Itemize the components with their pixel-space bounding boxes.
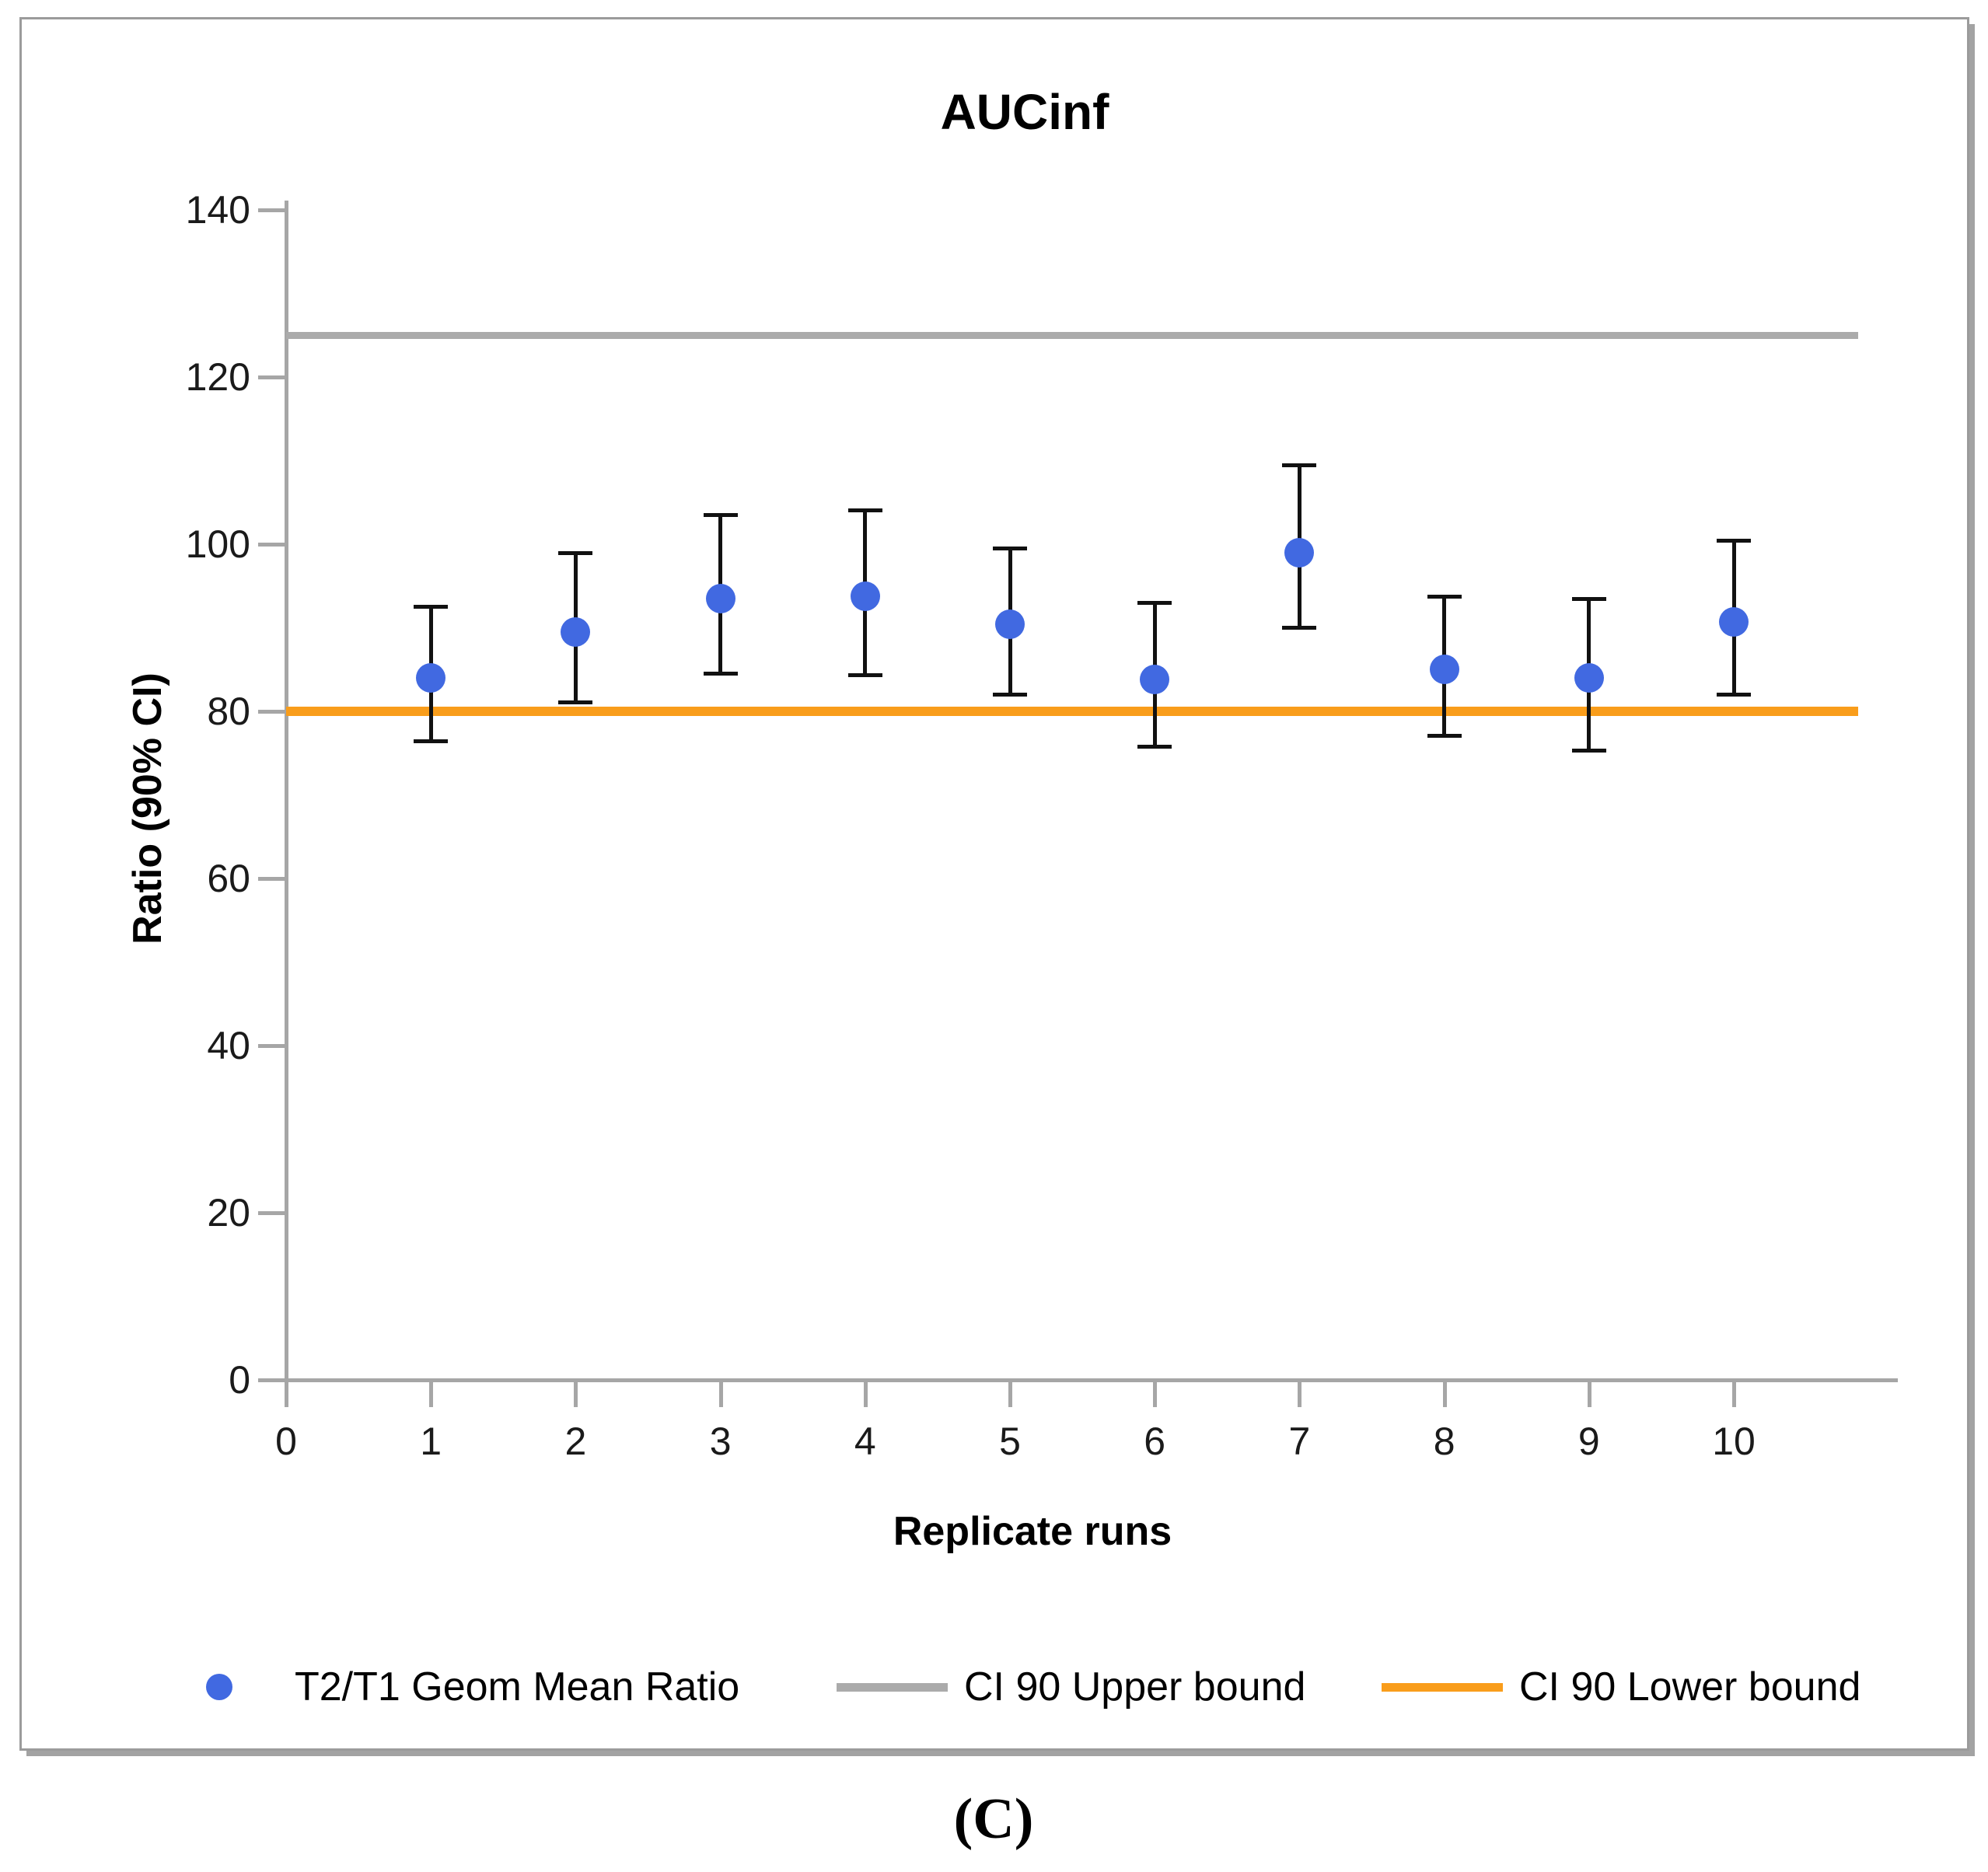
y-tick-label: 100 xyxy=(185,522,250,566)
data-point xyxy=(850,581,880,611)
x-tick-mark xyxy=(1587,1382,1591,1407)
error-bar-cap-top xyxy=(703,513,738,518)
y-tick-label: 0 xyxy=(229,1358,250,1402)
legend-label-geom-mean-ratio: T2/T1 Geom Mean Ratio xyxy=(295,1664,740,1710)
data-point xyxy=(705,583,735,613)
legend-marker-ci-lower xyxy=(1382,1683,1503,1692)
x-tick-label: 0 xyxy=(275,1420,297,1463)
x-tick-mark xyxy=(1732,1382,1736,1407)
error-bar-cap-bottom xyxy=(414,739,449,743)
legend-label-ci-upper: CI 90 Upper bound xyxy=(964,1664,1306,1710)
data-point xyxy=(1429,655,1459,685)
ci-upper-bound-line xyxy=(286,331,1859,339)
data-point xyxy=(1140,665,1170,695)
error-bar-cap-bottom xyxy=(1571,748,1606,753)
y-tick-label: 20 xyxy=(207,1191,250,1235)
y-tick-mark xyxy=(258,1378,285,1382)
error-bar-cap-bottom xyxy=(847,672,882,677)
y-tick-mark xyxy=(258,1211,285,1215)
x-tick-mark xyxy=(285,1382,288,1407)
x-tick-mark xyxy=(1008,1382,1012,1407)
y-tick-label: 80 xyxy=(207,690,250,733)
error-bar-cap-bottom xyxy=(993,692,1027,697)
x-tick-label: 2 xyxy=(564,1420,587,1463)
x-tick-mark xyxy=(1298,1382,1302,1407)
x-tick-label: 7 xyxy=(1288,1420,1311,1463)
x-tick-mark xyxy=(718,1382,723,1407)
legend-marker-ci-upper xyxy=(837,1683,948,1692)
y-tick-label: 60 xyxy=(207,857,250,900)
y-tick-label: 120 xyxy=(185,355,250,399)
x-tick-mark xyxy=(1442,1382,1447,1407)
x-tick-label: 5 xyxy=(999,1420,1021,1463)
error-bar-cap-top xyxy=(1427,594,1462,599)
error-bar-cap-top xyxy=(847,508,882,512)
y-axis-line xyxy=(285,201,288,1384)
x-tick-label: 3 xyxy=(709,1420,732,1463)
error-bar-cap-bottom xyxy=(703,671,738,676)
data-point xyxy=(995,609,1025,640)
x-tick-mark xyxy=(1153,1382,1158,1407)
data-point xyxy=(416,663,446,693)
y-tick-mark xyxy=(258,710,285,714)
y-tick-mark xyxy=(258,877,285,881)
y-tick-label: 140 xyxy=(185,188,250,232)
x-tick-mark xyxy=(863,1382,868,1407)
x-axis-title: Replicate runs xyxy=(893,1509,1172,1554)
y-tick-mark xyxy=(258,1044,285,1048)
y-tick-mark xyxy=(258,208,285,212)
x-tick-label: 6 xyxy=(1144,1420,1166,1463)
y-tick-label: 40 xyxy=(207,1024,250,1067)
legend-marker-geom-mean-ratio xyxy=(206,1674,232,1700)
chart-title: AUCinf xyxy=(940,84,1109,140)
error-bar-cap-top xyxy=(558,550,593,555)
y-tick-mark xyxy=(258,375,285,379)
error-bar-cap-top xyxy=(1571,596,1606,601)
error-bar-cap-top xyxy=(993,547,1027,551)
y-tick-mark xyxy=(258,543,285,547)
x-axis-line xyxy=(285,1378,1898,1382)
error-bar-cap-top xyxy=(1137,601,1172,606)
error-bar-cap-bottom xyxy=(1717,692,1751,697)
x-tick-label: 9 xyxy=(1577,1420,1600,1463)
error-bar-cap-top xyxy=(1282,463,1317,467)
figure-border-box: AUCinf Ratio (90% CI) Replicate runs 0 20… xyxy=(19,17,1969,1751)
error-bar-cap-bottom xyxy=(1282,625,1317,630)
ci-lower-bound-line xyxy=(286,707,1859,716)
error-bar-cap-top xyxy=(1717,538,1751,543)
x-tick-mark xyxy=(429,1382,434,1407)
data-point xyxy=(1719,606,1749,637)
data-point xyxy=(561,616,591,647)
x-tick-label: 10 xyxy=(1712,1420,1756,1463)
error-bar-cap-top xyxy=(414,604,449,609)
panel-caption: (C) xyxy=(953,1787,1034,1851)
error-bar-cap-bottom xyxy=(558,700,593,705)
x-tick-label: 8 xyxy=(1433,1420,1455,1463)
x-tick-mark xyxy=(574,1382,578,1407)
legend-label-ci-lower: CI 90 Lower bound xyxy=(1519,1664,1861,1710)
x-tick-label: 1 xyxy=(420,1420,442,1463)
data-point xyxy=(1284,537,1315,568)
data-point xyxy=(1574,663,1604,693)
error-bar-cap-bottom xyxy=(1427,734,1462,739)
x-tick-label: 4 xyxy=(854,1420,876,1463)
error-bar-cap-bottom xyxy=(1137,745,1172,749)
